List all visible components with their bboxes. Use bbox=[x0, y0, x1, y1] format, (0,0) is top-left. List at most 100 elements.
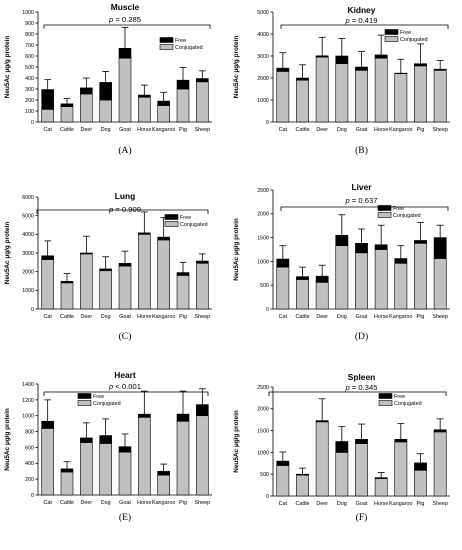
x-tick-label: Dog bbox=[337, 314, 347, 320]
x-tick-label: Cattle bbox=[295, 127, 309, 133]
bar-conjugated bbox=[374, 249, 388, 310]
y-axis-label: Neu5Ac μg/g protein bbox=[233, 218, 240, 281]
bar-free bbox=[414, 462, 427, 471]
x-tick-label: Deer bbox=[316, 501, 328, 507]
legend-label: Conjugated bbox=[93, 401, 121, 407]
y-tick-label: 900 bbox=[25, 21, 34, 27]
bar-conjugated bbox=[335, 63, 349, 123]
bar-free bbox=[176, 272, 190, 276]
panel-label: (B) bbox=[355, 145, 368, 156]
x-tick-label: Cat bbox=[43, 500, 52, 506]
bar-free bbox=[138, 232, 151, 235]
p-value-rest: = 0.637 bbox=[350, 196, 378, 205]
legend-swatch bbox=[384, 36, 399, 42]
legend-swatch bbox=[377, 205, 392, 211]
bar-conjugated bbox=[118, 451, 132, 496]
y-tick-label: 1000 bbox=[257, 450, 269, 456]
x-tick-label: Cattle bbox=[60, 127, 74, 133]
y-tick-label: 800 bbox=[25, 429, 34, 435]
bar-free bbox=[296, 77, 309, 81]
legend-label: Free bbox=[400, 30, 411, 36]
bar-free bbox=[99, 82, 112, 101]
y-tick-label: 4000 bbox=[22, 232, 34, 238]
x-tick-label: Cat bbox=[279, 127, 288, 133]
p-value-symbol: p bbox=[108, 205, 113, 214]
y-tick-label: 1400 bbox=[22, 382, 34, 388]
chart-title: Liver bbox=[351, 182, 372, 192]
y-tick-label: 0 bbox=[31, 120, 34, 126]
bar-conjugated bbox=[296, 474, 309, 497]
x-tick-label: Cat bbox=[43, 127, 52, 133]
y-axis-label: Neu5Ac μg/g protein bbox=[233, 36, 240, 99]
y-tick-label: 0 bbox=[266, 120, 269, 126]
bar-free bbox=[60, 468, 74, 473]
panel-label: (E) bbox=[119, 512, 131, 523]
y-tick-label: 5000 bbox=[257, 10, 269, 16]
p-value: p = 0.419 bbox=[345, 16, 378, 25]
x-tick-label: Deer bbox=[316, 127, 328, 133]
legend-swatch bbox=[77, 393, 92, 399]
bar-free bbox=[60, 281, 74, 284]
bar-conjugated bbox=[394, 73, 408, 123]
bar-conjugated bbox=[355, 252, 368, 310]
y-tick-label: 1500 bbox=[257, 429, 269, 435]
x-tick-label: Dog bbox=[337, 501, 347, 507]
p-value-rest: = 0.419 bbox=[350, 16, 378, 25]
chart-panel-5: 0 200 400 600 800 1000 1200 1400 Cat Cattle Deer Do… bbox=[4, 370, 212, 523]
bar-conjugated bbox=[355, 70, 368, 123]
bar-conjugated bbox=[157, 239, 170, 310]
y-tick-label: 6000 bbox=[22, 195, 34, 201]
bar-conjugated bbox=[138, 234, 151, 310]
y-tick-label: 500 bbox=[260, 472, 269, 478]
legend-label: Conjugated bbox=[180, 222, 208, 228]
y-tick-label: 100 bbox=[25, 109, 34, 115]
bar-conjugated bbox=[196, 262, 209, 310]
y-tick-label: 1000 bbox=[22, 414, 34, 420]
p-value-symbol: p bbox=[108, 15, 113, 24]
x-tick-label: Goat bbox=[356, 127, 368, 133]
x-tick-label: Cat bbox=[43, 314, 52, 320]
bar-conjugated bbox=[176, 420, 190, 496]
bar-conjugated bbox=[335, 452, 349, 497]
y-tick-label: 400 bbox=[25, 461, 34, 467]
p-value-symbol: p bbox=[345, 383, 350, 392]
bar-free bbox=[99, 268, 112, 272]
p-value-symbol: p bbox=[108, 382, 113, 391]
x-tick-label: Cat bbox=[279, 501, 288, 507]
bar-conjugated bbox=[394, 441, 408, 497]
x-tick-label: Goat bbox=[119, 127, 131, 133]
bar-conjugated bbox=[433, 431, 447, 497]
x-tick-label: Horse bbox=[137, 500, 151, 506]
y-tick-label: 5000 bbox=[22, 214, 34, 220]
bar-free bbox=[196, 78, 209, 83]
x-tick-label: Goat bbox=[119, 314, 131, 320]
bar-free bbox=[414, 63, 427, 67]
x-tick-label: Cattle bbox=[295, 501, 309, 507]
bar-conjugated bbox=[41, 428, 54, 496]
x-tick-label: Sheep bbox=[432, 127, 448, 133]
y-tick-label: 500 bbox=[25, 65, 34, 71]
bar-conjugated bbox=[138, 416, 151, 496]
x-tick-label: Horse bbox=[374, 127, 388, 133]
x-tick-label: Pig bbox=[417, 501, 425, 507]
bar-conjugated bbox=[60, 106, 74, 123]
bar-conjugated bbox=[118, 265, 132, 310]
legend-label: Free bbox=[393, 206, 404, 212]
bar-conjugated bbox=[41, 109, 54, 123]
legend-swatch bbox=[384, 29, 399, 35]
y-tick-label: 600 bbox=[25, 445, 34, 451]
bar-conjugated bbox=[355, 443, 368, 497]
bar-free bbox=[315, 420, 329, 423]
bar-conjugated bbox=[60, 471, 74, 496]
bar-conjugated bbox=[276, 465, 290, 497]
x-tick-label: Cattle bbox=[60, 314, 74, 320]
bar-free bbox=[157, 236, 170, 241]
y-tick-label: 700 bbox=[25, 43, 34, 49]
y-tick-label: 0 bbox=[266, 494, 269, 500]
bar-conjugated bbox=[41, 259, 54, 310]
x-tick-label: Deer bbox=[80, 500, 92, 506]
x-tick-label: Deer bbox=[80, 314, 92, 320]
bar-free bbox=[355, 439, 368, 444]
legend-label: Conjugated bbox=[394, 401, 422, 407]
